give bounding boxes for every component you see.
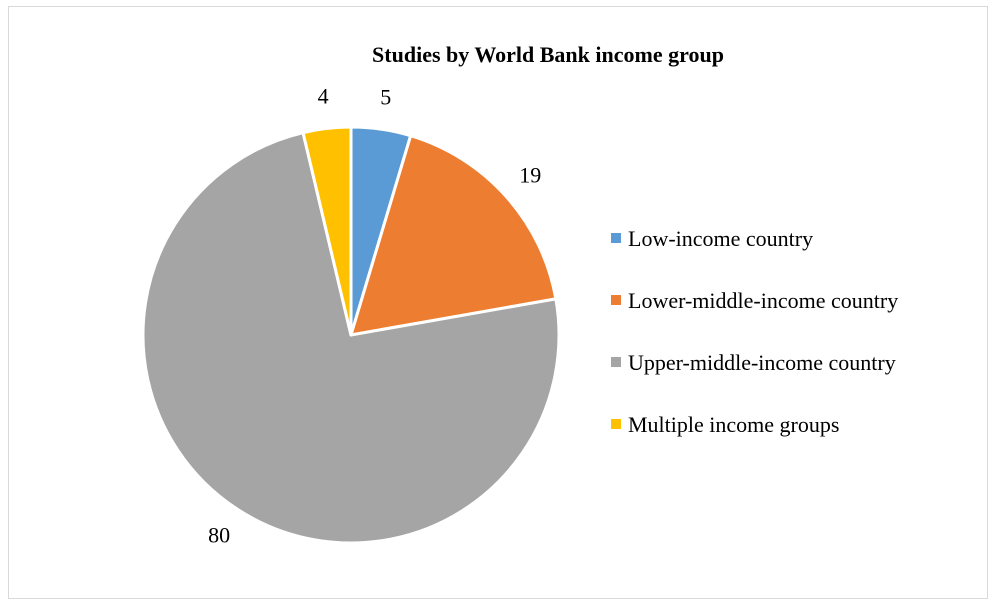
legend-swatch-lower-middle-income-country: [611, 295, 621, 305]
legend-swatch-upper-middle-income-country: [611, 357, 621, 367]
legend-swatch-multiple-income-groups: [611, 419, 621, 429]
data-label-lower-middle-income-country: 19: [519, 162, 541, 187]
data-label-low-income-country: 5: [380, 85, 391, 110]
legend-label-low-income-country: Low-income country: [628, 226, 813, 251]
legend: Low-income country Lower-middle-income co…: [611, 226, 898, 437]
data-labels: 5 19 80 4: [208, 84, 541, 548]
legend-label-lower-middle-income-country: Lower-middle-income country: [628, 288, 898, 313]
data-label-upper-middle-income-country: 80: [208, 523, 230, 548]
pie-slices: [141, 125, 561, 545]
pie-slice-lower-middle-income-country: [349, 134, 558, 337]
pie-slice-upper-middle-income-country: [141, 131, 561, 545]
legend-label-upper-middle-income-country: Upper-middle-income country: [628, 350, 896, 375]
chart-title: Studies by World Bank income group: [372, 42, 724, 67]
pie-slice-multiple-income-groups: [301, 125, 353, 337]
legend-label-multiple-income-groups: Multiple income groups: [628, 412, 839, 437]
legend-swatch-low-income-country: [611, 233, 621, 243]
data-label-multiple-income-groups: 4: [318, 84, 329, 109]
